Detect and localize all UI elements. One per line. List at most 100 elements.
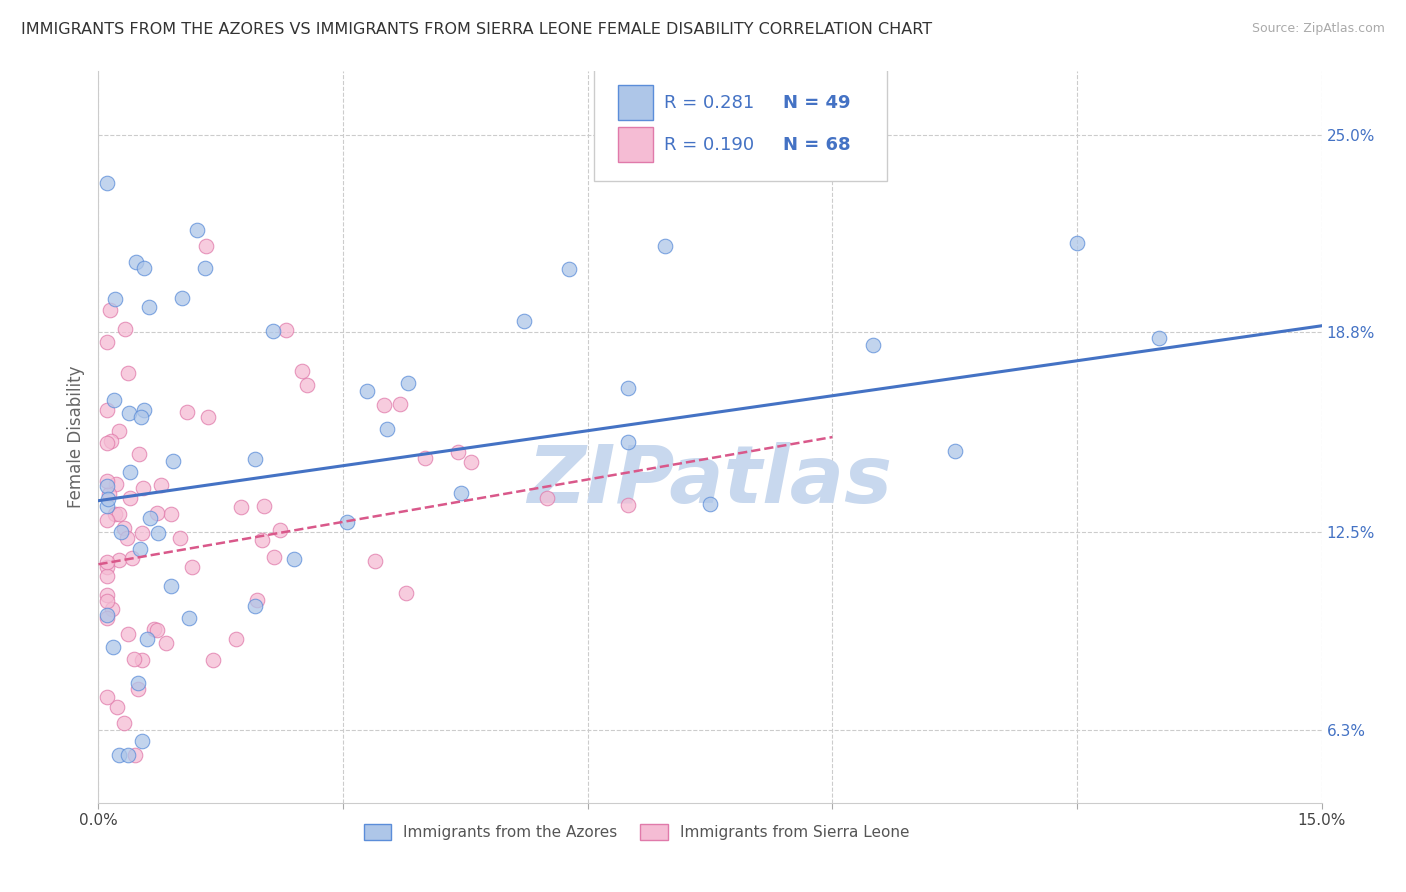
Point <box>98 302 121 317</box>
Point <box>862 338 884 352</box>
Point <box>122 651 145 665</box>
Point <box>396 376 419 390</box>
Point <box>291 364 314 378</box>
Point <box>654 239 676 253</box>
Point <box>125 255 148 269</box>
Point <box>364 554 387 568</box>
Text: N = 68: N = 68 <box>783 136 851 153</box>
Point <box>229 500 252 514</box>
Point <box>194 260 217 275</box>
Point <box>96 479 118 493</box>
Point <box>96 436 118 450</box>
Point <box>132 403 155 417</box>
Point <box>117 366 139 380</box>
Point <box>104 507 127 521</box>
Point <box>143 623 166 637</box>
Text: Source: ZipAtlas.com: Source: ZipAtlas.com <box>1251 22 1385 36</box>
Point <box>107 507 129 521</box>
Point <box>159 578 181 592</box>
Point <box>943 444 966 458</box>
Point <box>96 690 118 705</box>
Point <box>96 610 118 624</box>
Point <box>124 748 146 763</box>
Point <box>145 623 167 637</box>
Point <box>283 552 305 566</box>
Point <box>274 322 297 336</box>
Point <box>129 410 152 425</box>
Point <box>197 410 219 425</box>
Point <box>269 523 291 537</box>
Point <box>245 452 267 467</box>
Point <box>513 314 536 328</box>
Text: R = 0.281: R = 0.281 <box>664 94 754 112</box>
Point <box>139 511 162 525</box>
Point <box>96 403 118 417</box>
Point <box>138 300 160 314</box>
Point <box>110 525 132 540</box>
Point <box>97 491 120 506</box>
Point <box>186 223 208 237</box>
Point <box>96 608 118 623</box>
Point <box>96 555 118 569</box>
Point <box>225 632 247 647</box>
Point <box>356 384 378 398</box>
Point <box>96 334 118 349</box>
FancyBboxPatch shape <box>593 68 887 181</box>
Point <box>1147 331 1170 345</box>
Point <box>118 465 141 479</box>
Point <box>108 553 131 567</box>
Point <box>536 491 558 505</box>
Point <box>159 507 181 521</box>
Point <box>155 636 177 650</box>
Point <box>413 450 436 465</box>
Point <box>262 324 284 338</box>
Y-axis label: Female Disability: Female Disability <box>66 366 84 508</box>
Point <box>100 434 122 449</box>
Point <box>96 593 118 607</box>
Point <box>295 377 318 392</box>
Point <box>558 262 581 277</box>
Point <box>121 551 143 566</box>
Point <box>101 601 124 615</box>
Point <box>389 397 412 411</box>
Point <box>250 533 273 547</box>
FancyBboxPatch shape <box>619 86 652 120</box>
Point <box>112 521 135 535</box>
Point <box>117 748 139 763</box>
Point <box>172 291 194 305</box>
Point <box>127 682 149 697</box>
Point <box>263 549 285 564</box>
Point <box>176 405 198 419</box>
Point <box>450 486 472 500</box>
Point <box>135 632 157 647</box>
Text: ZIPatlas: ZIPatlas <box>527 442 893 520</box>
Point <box>447 444 470 458</box>
Point <box>104 292 127 306</box>
Point <box>117 627 139 641</box>
Point <box>96 560 118 574</box>
Point <box>169 531 191 545</box>
Point <box>1066 236 1088 251</box>
Point <box>617 380 640 394</box>
Point <box>395 586 418 600</box>
Point <box>336 516 359 530</box>
Point <box>617 435 640 450</box>
Point <box>128 447 150 461</box>
Point <box>118 491 141 505</box>
Point <box>114 322 136 336</box>
Point <box>375 422 398 436</box>
Point <box>149 477 172 491</box>
Point <box>181 560 204 574</box>
Point <box>112 716 135 731</box>
Point <box>373 398 395 412</box>
Point <box>131 734 153 748</box>
Point <box>96 513 118 527</box>
Point <box>132 261 155 276</box>
Point <box>115 531 138 545</box>
Point <box>162 454 184 468</box>
Point <box>131 481 153 495</box>
Text: IMMIGRANTS FROM THE AZORES VS IMMIGRANTS FROM SIERRA LEONE FEMALE DISABILITY COR: IMMIGRANTS FROM THE AZORES VS IMMIGRANTS… <box>21 22 932 37</box>
Point <box>103 640 125 654</box>
Point <box>246 592 269 607</box>
Point <box>195 239 218 253</box>
